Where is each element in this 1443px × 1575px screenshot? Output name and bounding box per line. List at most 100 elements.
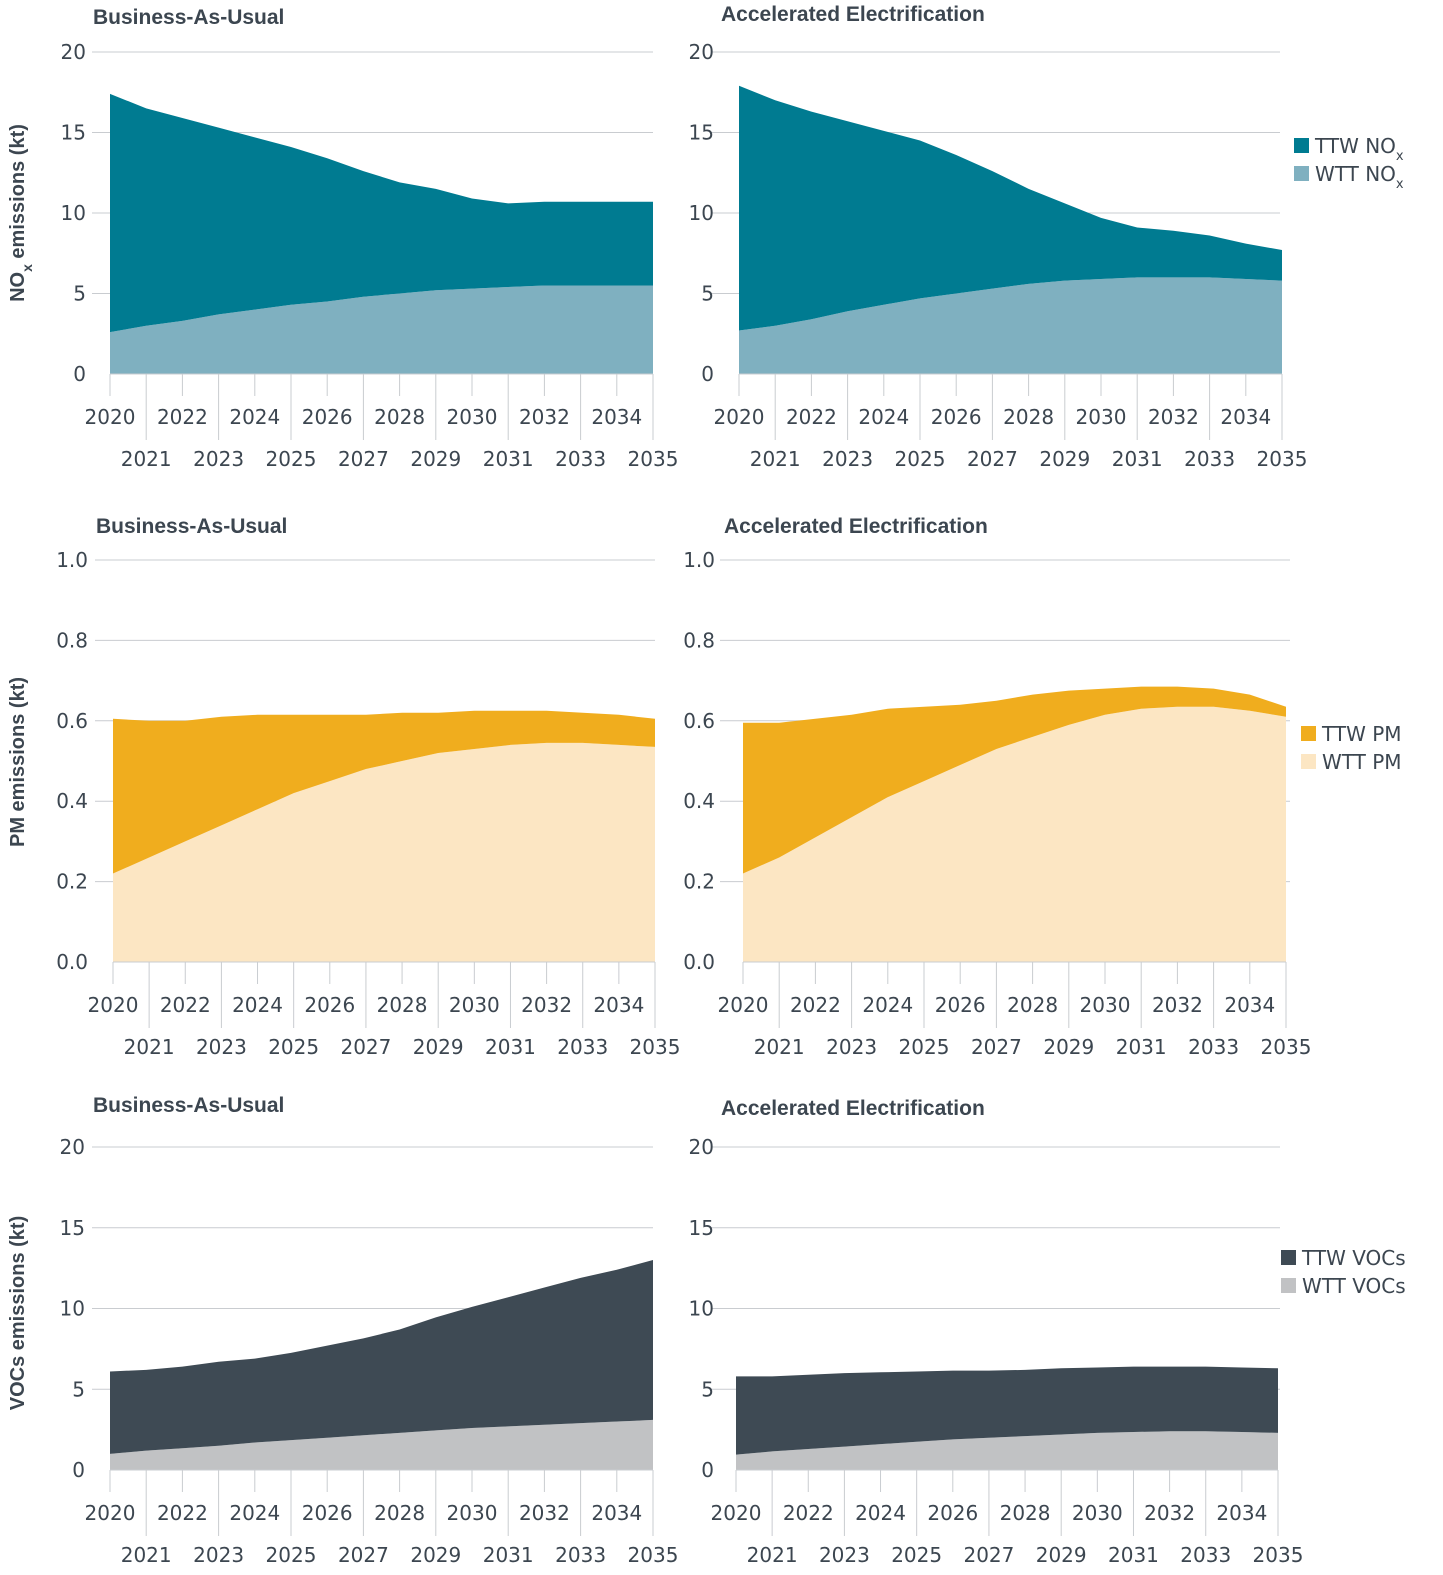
x-tick-label: 2034: [593, 993, 644, 1017]
y-tick-label: 0: [73, 362, 86, 386]
legend: TTW VOCs WTT VOCs: [1281, 1246, 1406, 1298]
x-tick-label: 2030: [1076, 405, 1127, 429]
x-tick-label: 2033: [1180, 1543, 1231, 1567]
y-tick-label: 20: [61, 40, 86, 64]
x-tick-label: 2025: [268, 1035, 319, 1059]
x-tick-label: 2035: [1261, 1035, 1312, 1059]
x-tick-label: 2033: [1184, 447, 1235, 471]
x-tick-label: 2032: [1144, 1501, 1195, 1525]
area-ttw-vocs: [110, 1260, 653, 1454]
x-tick-label: 2021: [754, 1035, 805, 1059]
y-tick-label: 0.0: [683, 950, 715, 974]
legend-swatch: [1294, 166, 1309, 181]
chart-panel-2: Accelerated Electrification0510152020202…: [689, 3, 1404, 471]
legend: TTW PM WTT PM: [1301, 722, 1402, 774]
panel-title: Business-As-Usual: [93, 6, 284, 29]
x-tick-label: 2024: [862, 993, 913, 1017]
x-tick-label: 2027: [340, 1035, 391, 1059]
x-tick-label: 2030: [447, 405, 498, 429]
chart-panel-5: Business-As-Usual05101520202020212022202…: [7, 1094, 678, 1567]
x-tick-label: 2034: [591, 1501, 642, 1525]
x-tick-label: 2027: [338, 1543, 389, 1567]
panel-title: Accelerated Electrification: [721, 1097, 985, 1120]
x-tick-label: 2021: [750, 447, 801, 471]
x-tick-label: 2024: [229, 1501, 280, 1525]
x-tick-label: 2035: [630, 1035, 681, 1059]
area-ttw-vocs: [736, 1366, 1278, 1455]
x-tick-label: 2026: [304, 993, 355, 1017]
x-tick-label: 2021: [121, 447, 172, 471]
x-tick-label: 2028: [1000, 1501, 1051, 1525]
y-tick-label: 0.6: [56, 709, 88, 733]
x-tick-label: 2027: [963, 1543, 1014, 1567]
x-tick-label: 2034: [1216, 1501, 1267, 1525]
legend-swatch: [1281, 1278, 1296, 1293]
x-tick-label: 2032: [519, 1501, 570, 1525]
x-tick-label: 2031: [1116, 1035, 1167, 1059]
x-tick-label: 2024: [229, 405, 280, 429]
x-tick-label: 2022: [790, 993, 841, 1017]
x-tick-label: 2033: [557, 1035, 608, 1059]
y-tick-label: 20: [689, 1135, 714, 1159]
y-tick-label: 15: [61, 121, 86, 145]
x-tick-label: 2028: [377, 993, 428, 1017]
panel-title: Business-As-Usual: [96, 515, 287, 538]
x-tick-label: 2023: [822, 447, 873, 471]
x-tick-label: 2021: [121, 1543, 172, 1567]
y-tick-label: 1.0: [683, 548, 715, 572]
x-tick-label: 2024: [855, 1501, 906, 1525]
panel-title: Accelerated Electrification: [724, 515, 988, 538]
x-tick-label: 2031: [1108, 1543, 1159, 1567]
x-tick-label: 2032: [519, 405, 570, 429]
y-axis-title: NOx emissions (kt): [7, 124, 35, 302]
area-wtt-vocs: [736, 1431, 1278, 1470]
x-tick-label: 2023: [196, 1035, 247, 1059]
y-tick-label: 0: [701, 362, 714, 386]
x-tick-label: 2022: [157, 1501, 208, 1525]
x-tick-label: 2032: [1152, 993, 1203, 1017]
legend-swatch: [1281, 1250, 1296, 1265]
x-tick-label: 2033: [555, 1543, 606, 1567]
y-tick-label: 5: [701, 282, 714, 306]
legend-label: WTT PM: [1322, 750, 1402, 774]
y-tick-label: 5: [72, 1377, 85, 1401]
x-tick-label: 2027: [338, 447, 389, 471]
x-tick-label: 2033: [1188, 1035, 1239, 1059]
x-tick-label: 2035: [1257, 447, 1308, 471]
x-tick-label: 2026: [302, 1501, 353, 1525]
panel-title: Business-As-Usual: [93, 1094, 284, 1117]
x-tick-label: 2023: [193, 1543, 244, 1567]
y-tick-label: 0.6: [683, 709, 715, 733]
x-tick-label: 2031: [1112, 447, 1163, 471]
y-tick-label: 0.4: [683, 789, 715, 813]
panel-title: Accelerated Electrification: [721, 3, 985, 26]
x-tick-label: 2027: [971, 1035, 1022, 1059]
y-tick-label: 0: [72, 1458, 85, 1482]
x-tick-label: 2030: [1072, 1501, 1123, 1525]
x-tick-label: 2022: [786, 405, 837, 429]
x-tick-label: 2021: [124, 1035, 175, 1059]
x-tick-label: 2020: [714, 405, 765, 429]
x-tick-label: 2029: [1039, 447, 1090, 471]
x-tick-label: 2034: [591, 405, 642, 429]
x-tick-label: 2035: [628, 1543, 679, 1567]
x-tick-label: 2020: [85, 1501, 136, 1525]
y-tick-label: 15: [689, 121, 714, 145]
x-tick-label: 2025: [899, 1035, 950, 1059]
y-tick-label: 10: [689, 1297, 714, 1321]
area-wtt-nox: [110, 285, 653, 374]
x-tick-label: 2020: [88, 993, 139, 1017]
x-tick-label: 2020: [711, 1501, 762, 1525]
legend-label: TTW NOx: [1314, 134, 1404, 164]
y-tick-label: 20: [689, 40, 714, 64]
area-ttw-pm: [743, 686, 1286, 874]
x-tick-label: 2034: [1220, 405, 1271, 429]
x-tick-label: 2024: [232, 993, 283, 1017]
area-wtt-pm: [113, 742, 655, 962]
y-tick-label: 10: [61, 201, 86, 225]
y-tick-label: 5: [73, 282, 86, 306]
x-tick-label: 2022: [783, 1501, 834, 1525]
y-tick-label: 15: [60, 1216, 85, 1240]
x-tick-label: 2029: [1036, 1543, 1087, 1567]
x-tick-label: 2022: [160, 993, 211, 1017]
